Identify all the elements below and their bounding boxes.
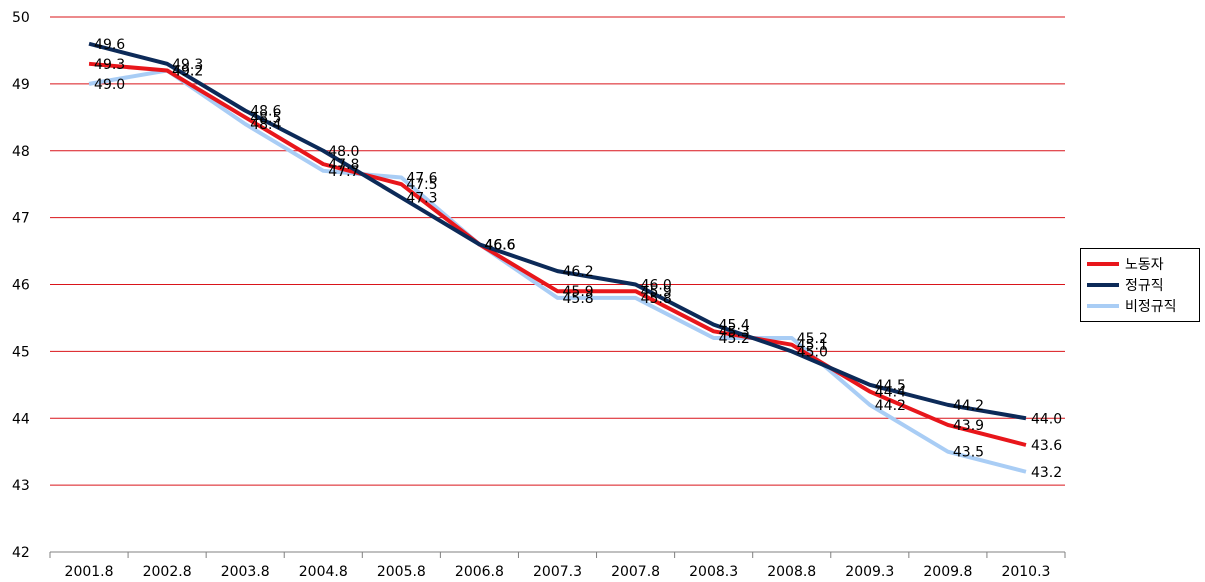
legend-swatch-1 [1087,282,1119,287]
data-label: 46.0 [641,278,672,294]
data-label: 45.8 [563,291,594,307]
legend-swatch-2 [1087,303,1119,308]
data-label: 44.2 [953,398,984,414]
data-label: 45.8 [641,291,672,307]
legend: 노동자 정규직 비정규직 [1080,248,1200,322]
data-label: 45.9 [641,284,672,300]
legend-swatch-0 [1087,261,1119,266]
data-label: 46.6 [484,237,515,253]
data-label: 49.0 [94,77,125,93]
data-label: 44.5 [875,378,906,394]
data-label: 48.6 [250,104,281,120]
data-label: 49.2 [172,64,203,80]
x-tick-label: 2007.3 [533,564,582,580]
data-label: 49.3 [94,57,125,73]
legend-item-1: 정규직 [1087,274,1193,295]
y-tick-label: 43 [12,478,30,494]
x-tick-label: 2001.8 [65,564,114,580]
data-labels: 49.3 49.248.547.847.546.645.9 45.945.345.1… [94,37,1062,481]
data-label: 45.2 [797,331,828,347]
data-label: 49.2 [172,64,203,80]
legend-label-0: 노동자 [1125,256,1164,273]
data-label: 45.0 [797,344,828,360]
x-axis: 2001.8 2002.8 2003.8 2004.8 2005.8 2006.8 2007… [49,551,1066,580]
data-label: 45.3 [719,324,750,340]
x-tick-label: 2007.8 [611,564,660,580]
legend-item-0: 노동자 [1087,253,1193,274]
y-tick-label: 42 [12,545,30,561]
data-label: 45.4 [719,318,750,334]
data-label: 43.6 [1031,438,1062,454]
data-label: 47.8 [328,157,359,173]
x-tick-label: 2003.8 [221,564,270,580]
data-label: 49.3 [172,57,203,73]
legend-item-2: 비정규직 [1087,295,1193,316]
data-label: 43.2 [1031,465,1062,481]
x-tick-label: 2006.8 [455,564,504,580]
x-tick-label: 2009.8 [923,564,972,580]
data-label: 48.0 [328,144,359,160]
y-tick-label: 47 [12,211,30,227]
series-line-2 [88,68,1027,474]
x-tick-label: 2002.8 [143,564,192,580]
data-label: 43.5 [953,445,984,461]
y-tick-label: 50 [12,10,30,26]
series-lines [88,41,1027,474]
data-label: 45.2 [719,331,750,347]
data-label: 47.7 [328,164,359,180]
data-label: 48.5 [250,110,281,126]
gridlines [50,16,1065,486]
data-label: 49.6 [94,37,125,53]
y-tick-label: 45 [12,344,30,360]
data-label: 45.9 [563,284,594,300]
series-line-0 [88,61,1027,447]
x-tick-label: 2008.8 [767,564,816,580]
data-label: 46.2 [563,264,594,280]
series-line-1 [88,41,1027,421]
x-tick-label: 2004.8 [299,564,348,580]
data-label: 44.0 [1031,411,1062,427]
legend-label-1: 정규직 [1125,277,1164,294]
y-axis-ticks: 42 43 44 45 46 47 48 49 50 [12,10,30,561]
y-tick-label: 49 [12,77,30,93]
data-label: 45.1 [797,338,828,354]
x-tick-label: 2005.8 [377,564,426,580]
x-tick-label: 2009.3 [845,564,894,580]
data-label: 47.6 [406,171,437,187]
x-tick-label: 2008.3 [689,564,738,580]
y-tick-label: 48 [12,144,30,160]
data-label: 43.9 [953,418,984,434]
data-label: 46.6 [484,237,515,253]
data-label: 48.4 [250,117,281,133]
data-label: 44.4 [875,385,906,401]
x-tick-label: 2010.3 [1001,564,1050,580]
y-tick-label: 46 [12,278,30,294]
legend-label-2: 비정규직 [1125,298,1177,315]
data-label: 46.6 [484,237,515,253]
data-label: 47.5 [406,177,437,193]
data-label: 44.2 [875,398,906,414]
data-label: 47.3 [406,191,437,207]
y-tick-label: 44 [12,411,30,427]
